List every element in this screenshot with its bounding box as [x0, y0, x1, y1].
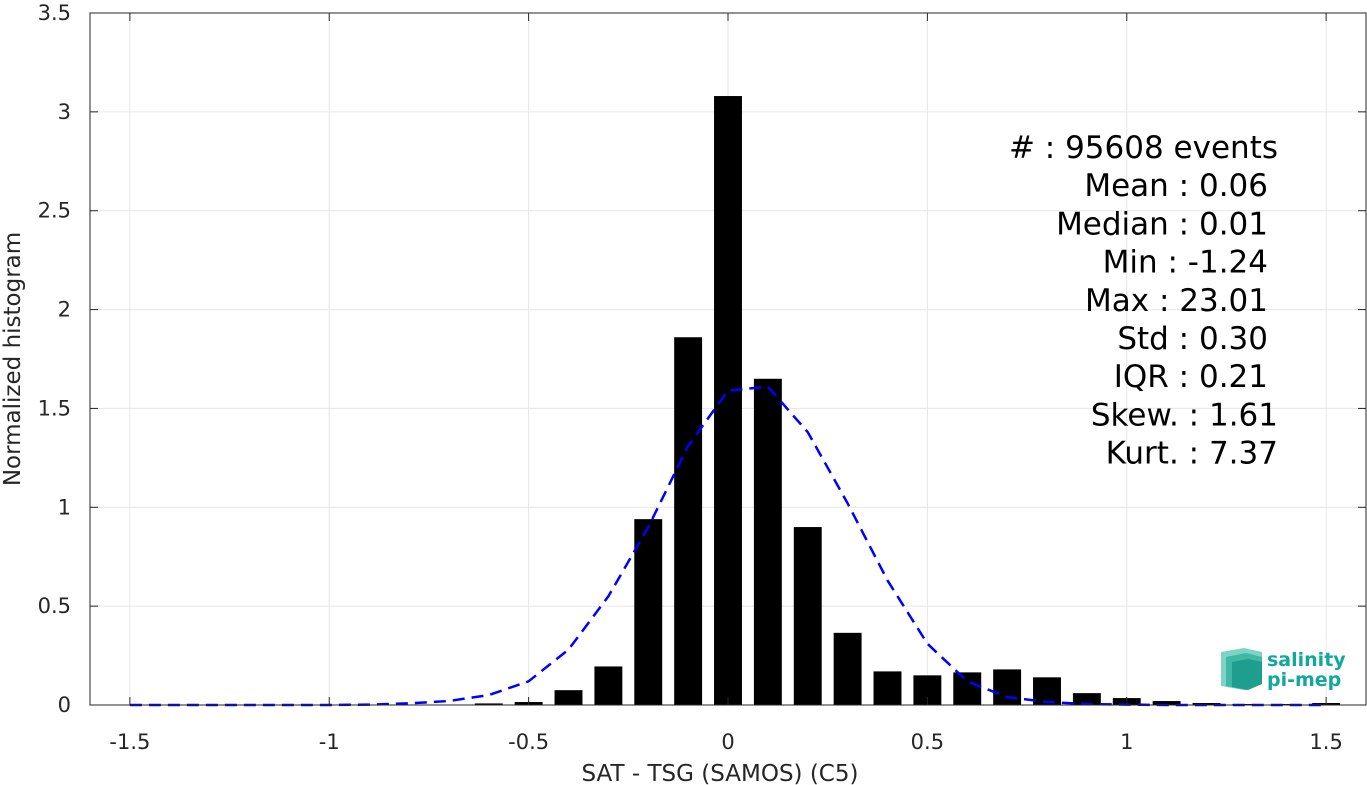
y-tick-label: 3 — [58, 100, 71, 124]
histogram-bar — [594, 666, 623, 705]
stat-line: Median : 0.01 — [1056, 206, 1268, 242]
histogram-bar — [634, 519, 663, 705]
x-tick-label: -1 — [319, 730, 340, 754]
salinity-pimep-logo: salinity pi-mep — [1221, 648, 1346, 691]
x-tick-label: 1 — [1120, 730, 1133, 754]
y-tick-label: 0 — [58, 693, 71, 717]
x-tick-label: -0.5 — [508, 730, 549, 754]
histogram-bar — [873, 671, 902, 705]
stat-line: Mean : 0.06 — [1084, 168, 1268, 204]
y-axis-ticks: 0 0.5 1 1.5 2 2.5 3 3.5 — [38, 1, 1366, 717]
y-axis-title: Normalized histogram — [0, 232, 26, 486]
histogram-bar — [554, 690, 583, 705]
histogram-bar — [833, 632, 862, 705]
logo-text-salinity: salinity — [1267, 649, 1346, 671]
histogram-bar — [674, 337, 703, 705]
x-tick-label: 0.5 — [911, 730, 944, 754]
stat-line: IQR : 0.21 — [1114, 359, 1268, 395]
y-tick-label: 2 — [58, 298, 71, 322]
histogram-bar — [793, 527, 822, 705]
histogram-bar — [474, 703, 503, 705]
y-tick-label: 1.5 — [38, 396, 71, 420]
stat-line: Skew. : 1.61 — [1091, 397, 1278, 433]
histogram-bar — [993, 669, 1022, 705]
stat-line: Kurt. : 7.37 — [1106, 436, 1278, 472]
y-tick-label: 0.5 — [38, 594, 71, 618]
histogram-bar — [1033, 677, 1061, 705]
x-tick-label: 0 — [721, 730, 734, 754]
histogram-bar — [953, 672, 982, 705]
x-axis-ticks: -1.5 -1 -0.5 0 0.5 1 1.5 — [109, 13, 1343, 754]
histogram-bar — [1152, 701, 1181, 705]
histogram-bar — [1072, 693, 1101, 705]
logo-text-pimep: pi-mep — [1267, 669, 1341, 691]
y-tick-label: 2.5 — [38, 199, 71, 223]
y-tick-label: 1 — [58, 495, 71, 519]
x-axis-title: SAT - TSG (SAMOS) (C5) — [582, 761, 859, 785]
histogram-bars — [474, 96, 1341, 706]
stat-line: Max : 23.01 — [1085, 283, 1268, 319]
logo-icon — [1221, 648, 1262, 690]
histogram-bar — [714, 96, 742, 706]
y-tick-label: 3.5 — [38, 1, 71, 25]
x-tick-label: 1.5 — [1309, 730, 1342, 754]
x-tick-label: -1.5 — [109, 730, 150, 754]
stat-line: # : 95608 events — [1009, 130, 1278, 166]
histogram-bar — [753, 378, 782, 705]
stat-line: Std : 0.30 — [1117, 321, 1268, 357]
stat-line: Min : -1.24 — [1103, 245, 1268, 281]
